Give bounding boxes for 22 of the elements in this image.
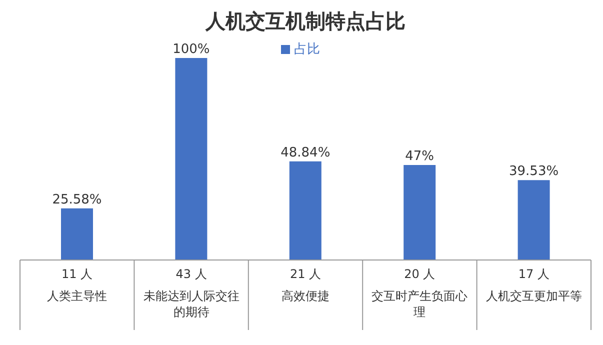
bar: [61, 208, 93, 260]
text: 21 人: [290, 267, 322, 281]
bar: [175, 58, 208, 260]
bar: [404, 165, 436, 260]
x-tick-label: 高效便捷: [282, 289, 330, 303]
x-tick-label: 人机交互更加平等: [486, 289, 582, 303]
x-tick-label: 交互时产生负面心理: [372, 289, 468, 319]
bar: [289, 161, 322, 260]
data-label: 48.84%: [280, 145, 330, 160]
text: 17 人: [518, 267, 550, 281]
bar: [518, 180, 550, 260]
data-label: 47%: [405, 149, 434, 164]
data-label: 100%: [172, 42, 210, 57]
legend-label: 占比: [294, 42, 320, 57]
data-label: 39.53%: [509, 164, 559, 180]
text: 43 人: [176, 267, 207, 281]
chart-title: 人机交互机制特点占比: [204, 8, 406, 35]
text: 11 人: [62, 267, 93, 281]
text: 20 人: [404, 267, 436, 281]
x-tick-label: 人类主导性: [47, 289, 108, 303]
data-label: 25.58%: [52, 192, 102, 208]
x-tick-label: 未能达到人际交往的期待: [143, 289, 240, 319]
